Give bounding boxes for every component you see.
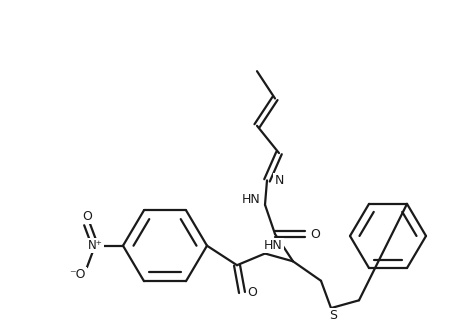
Text: O: O [310,228,320,241]
Text: HN: HN [264,239,282,252]
Text: S: S [329,309,337,322]
Text: ⁻O: ⁻O [69,269,85,281]
Text: N⁺: N⁺ [88,239,103,252]
Text: N: N [274,174,284,187]
Text: O: O [82,210,92,223]
Text: HN: HN [242,194,261,206]
Text: O: O [247,286,257,299]
